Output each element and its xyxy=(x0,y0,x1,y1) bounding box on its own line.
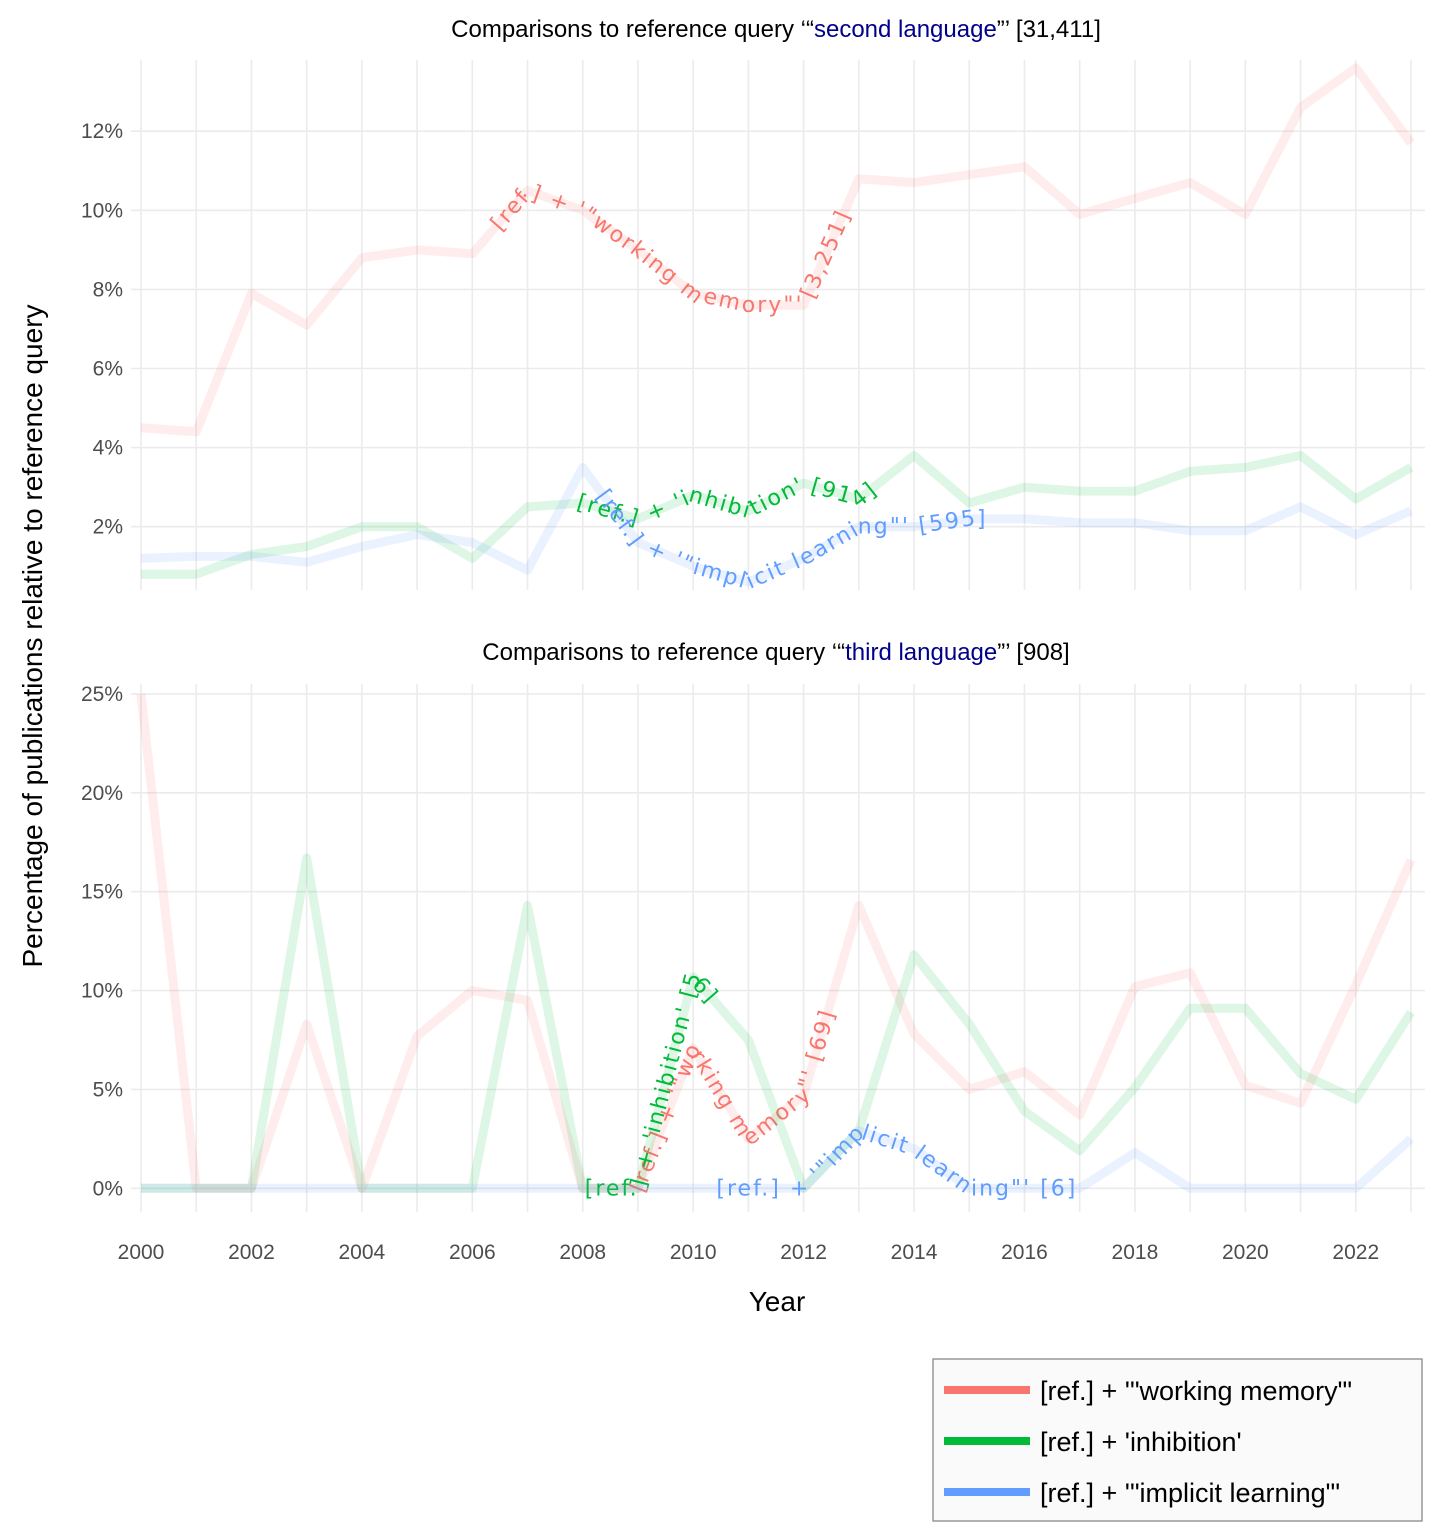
panel-title-prefix: Comparisons to reference query ‘“ xyxy=(451,16,814,43)
y-axis-title: Percentage of publications relative to r… xyxy=(17,304,48,967)
y-tick-label-second-language: 2% xyxy=(93,516,123,539)
panel-title-query: third language xyxy=(845,639,997,666)
legend-label-working-memory: [ref.] + '"working memory"' xyxy=(1040,1376,1352,1406)
x-tick-label: 2000 xyxy=(118,1241,165,1264)
x-tick-label: 2014 xyxy=(891,1241,938,1264)
x-axis-title: Year xyxy=(749,1286,806,1317)
legend-label-inhibition: [ref.] + 'inhibition' xyxy=(1040,1427,1242,1457)
x-tick-label: 2008 xyxy=(559,1241,606,1264)
x-tick-label: 2020 xyxy=(1222,1241,1269,1264)
series-line-working-memory xyxy=(136,693,1416,1193)
legend: [ref.] + '"working memory"' [ref.] + 'inh… xyxy=(932,1358,1423,1522)
y-tick-label-third-language: 25% xyxy=(81,683,123,706)
y-tick-label-second-language: 12% xyxy=(81,120,123,143)
series-line-inhibition xyxy=(141,451,1414,579)
panel-title: Comparisons to reference query ‘“third l… xyxy=(482,639,1069,666)
y-tick-label-third-language: 15% xyxy=(81,881,123,904)
x-tick-label: 2004 xyxy=(339,1241,386,1264)
panel-title-suffix: ”’ [31,411] xyxy=(997,16,1101,43)
series-label-working-memory: [ref.] + '"working memory"' [3,251] xyxy=(486,178,857,318)
panel-second-language: 2% 4% 6% 8% 10% 12% Comparisons to reference q… xyxy=(81,16,1425,595)
gridlines xyxy=(131,684,1425,1212)
panel-title-query: second language xyxy=(814,16,997,43)
series-line-inhibition xyxy=(141,853,1415,1193)
y-tick-label-second-language: 4% xyxy=(93,437,123,460)
x-tick-label: 2018 xyxy=(1112,1241,1159,1264)
x-tick-label: 2006 xyxy=(449,1241,496,1264)
y-tick-label-second-language: 6% xyxy=(93,358,123,381)
x-tick-label: 2002 xyxy=(228,1241,275,1264)
y-tick-label-third-language: 20% xyxy=(81,782,123,805)
gridlines xyxy=(131,60,1425,590)
series-line-implicit-learning xyxy=(140,462,1413,587)
panel-title: Comparisons to reference query ‘“second … xyxy=(451,16,1101,43)
panel-third-language: 0% 5% 10% 15% 20% 25% 2000 2002 2004 2006 2008 2010… xyxy=(81,639,1425,1264)
y-tick-label-third-language: 5% xyxy=(93,1078,123,1101)
x-tick-label: 2016 xyxy=(1001,1241,1048,1264)
panel-title-prefix: Comparisons to reference query ‘“ xyxy=(482,639,845,666)
y-tick-label-third-language: 10% xyxy=(81,980,123,1003)
x-tick-label: 2022 xyxy=(1332,1241,1379,1264)
x-tick-label: 2010 xyxy=(670,1241,717,1264)
x-tick-label: 2012 xyxy=(780,1241,827,1264)
series-line-implicit-learning xyxy=(141,1126,1415,1193)
panel-title-suffix: ”’ [908] xyxy=(997,639,1069,666)
legend-label-implicit-learning: [ref.] + '"implicit learning"' xyxy=(1040,1478,1340,1508)
series-line-working-memory xyxy=(140,63,1415,437)
y-tick-label-third-language: 0% xyxy=(93,1177,123,1200)
y-tick-label-second-language: 10% xyxy=(81,199,123,222)
y-tick-label-second-language: 8% xyxy=(93,278,123,301)
